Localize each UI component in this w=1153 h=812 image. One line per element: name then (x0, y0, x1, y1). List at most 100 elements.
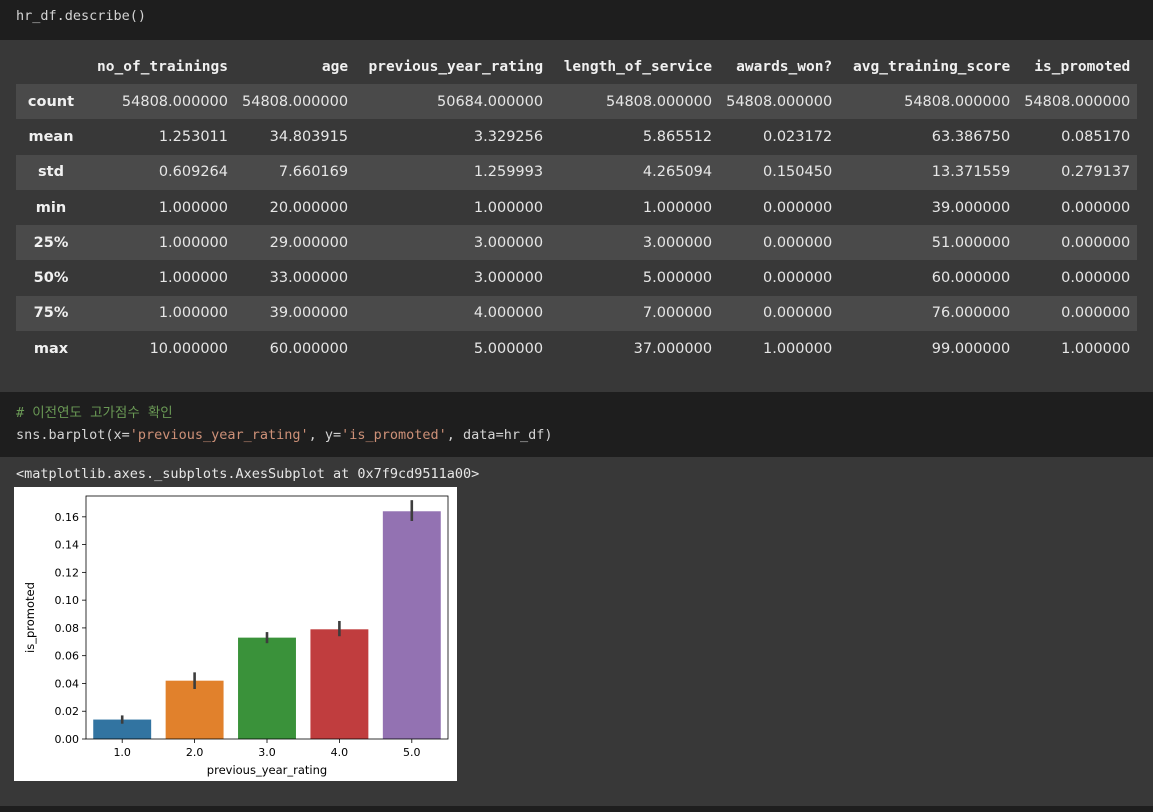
x-axis-label: previous_year_rating (207, 763, 327, 777)
table-row: 50% 1.000000 33.000000 3.000000 5.000000 0.00… (16, 260, 1138, 296)
y-tick-label: 0.08 (55, 622, 80, 635)
row-label: 50% (33, 270, 69, 287)
table-cell: 54808.000000 (726, 93, 833, 110)
y-tick-label: 0.12 (55, 566, 80, 579)
barplot-svg: 1.0 2.0 3.0 4.0 5.0 0.00 0.02 0.04 0.06 0.08 0.10 0… (23, 495, 449, 777)
code-line: hr_df.describe() (16, 8, 147, 24)
y-tick-label: 0.10 (55, 594, 80, 607)
table-cell: 0.000000 (763, 305, 833, 322)
table-cell: 1.000000 (642, 199, 713, 216)
table-cell: 1.253011 (158, 128, 228, 145)
y-tick-label: 0.02 (55, 705, 80, 718)
x-tick-label: 5.0 (403, 746, 421, 759)
bar (93, 719, 152, 739)
bar (310, 629, 369, 739)
table-cell: 63.386750 (931, 128, 1011, 145)
table-cell: 0.023172 (763, 128, 833, 145)
code-cell-describe[interactable]: hr_df.describe() (0, 0, 1153, 40)
table-row: max 10.000000 60.000000 5.000000 37.000000 1.… (16, 331, 1138, 367)
code-comment: # 이전연도 고가점수 확인 (16, 405, 173, 421)
table-cell: 0.000000 (763, 234, 833, 251)
code-cell-barplot[interactable]: # 이전연도 고가점수 확인 sns.barplot(x='previous_y… (0, 392, 1153, 457)
y-tick-label: 0.04 (55, 677, 80, 690)
table-cell: 0.000000 (1061, 234, 1131, 251)
table-row: std 0.609264 7.660169 1.259993 4.265094 0.150… (16, 154, 1138, 190)
table-cell: 5.865512 (642, 128, 713, 145)
cell-divider (0, 806, 1153, 812)
corner-cell (16, 49, 86, 84)
row-label: 75% (33, 305, 69, 322)
x-tick-label: 2.0 (186, 746, 204, 759)
table-cell: 0.000000 (763, 199, 833, 216)
code-token: , y= (308, 427, 342, 443)
bar (238, 637, 296, 739)
table-row: 25% 1.000000 29.000000 3.000000 3.000000 0.00… (16, 225, 1138, 261)
table-cell: 13.371559 (931, 164, 1011, 181)
table-cell: 0.000000 (1061, 305, 1131, 322)
describe-table: no_of_trainings age previous_year_rating… (16, 49, 1138, 367)
describe-output (0, 40, 1153, 392)
table-cell: 39.000000 (269, 305, 349, 322)
table-cell: 1.000000 (158, 270, 228, 287)
table-cell: 7.000000 (642, 305, 713, 322)
table-cell: 60.000000 (269, 340, 349, 357)
table-cell: 3.000000 (473, 270, 544, 287)
output-repr: <matplotlib.axes._subplots.AxesSubplot a… (16, 466, 480, 482)
column-header: awards_won? (719, 49, 840, 84)
table-cell: 37.000000 (633, 340, 713, 357)
table-cell: 1.000000 (763, 340, 833, 357)
table-cell: 0.279137 (1061, 164, 1131, 181)
code-token: , data=hr_df) (446, 427, 553, 443)
table-cell: 51.000000 (931, 234, 1011, 251)
table-cell: 0.000000 (763, 270, 833, 287)
row-label: 25% (33, 234, 69, 251)
column-header: age (235, 49, 356, 84)
x-tick-label: 1.0 (113, 746, 131, 759)
table-cell: 54808.000000 (904, 93, 1011, 110)
code-line: sns.barplot(x='previous_year_rating', y=… (16, 424, 1153, 446)
row-label: mean (28, 128, 74, 145)
table-row: min 1.000000 20.000000 1.000000 1.000000 0.00… (16, 189, 1138, 226)
table-cell: 34.803915 (269, 128, 349, 145)
table-row: 75% 1.000000 39.000000 4.000000 7.000000 0.00… (16, 295, 1138, 332)
table-cell: 5.000000 (642, 270, 713, 287)
column-header: no_of_trainings (86, 49, 235, 84)
table-cell: 39.000000 (931, 199, 1011, 216)
table-header-row: no_of_trainings age previous_year_rating… (16, 49, 1138, 84)
table-cell: 1.000000 (158, 234, 228, 251)
column-header: previous_year_rating (355, 49, 551, 84)
table-cell: 20.000000 (269, 199, 349, 216)
x-tick-label: 4.0 (331, 746, 349, 759)
table-cell: 3.000000 (642, 234, 713, 251)
table-cell: 50684.000000 (437, 93, 544, 110)
table-cell: 5.000000 (473, 340, 544, 357)
table-cell: 0.085170 (1061, 128, 1131, 145)
y-tick-label: 0.06 (55, 650, 80, 663)
table-cell: 1.000000 (473, 199, 544, 216)
table-cell: 0.000000 (1061, 199, 1131, 216)
table-cell: 1.259993 (473, 164, 544, 181)
table-cell: 54808.000000 (606, 93, 713, 110)
table-cell: 4.000000 (473, 305, 544, 322)
bar (165, 680, 224, 739)
table-cell: 3.329256 (473, 128, 544, 145)
table-cell: 7.660169 (278, 164, 349, 181)
table-cell: 33.000000 (269, 270, 349, 287)
bar (382, 511, 441, 739)
y-axis-label: is_promoted (23, 582, 37, 653)
table-cell: 0.150450 (763, 164, 833, 181)
row-label: count (27, 93, 75, 110)
column-header: length_of_service (550, 49, 720, 84)
column-header: avg_training_score (839, 49, 1018, 84)
table-cell: 10.000000 (149, 340, 228, 357)
table-cell: 99.000000 (931, 340, 1011, 357)
y-tick-label: 0.00 (55, 733, 80, 746)
table-cell: 54808.000000 (242, 93, 349, 110)
table-cell: 1.000000 (158, 199, 228, 216)
row-label: min (35, 199, 67, 216)
row-label: max (33, 340, 69, 357)
y-tick-label: 0.14 (55, 539, 80, 552)
table-cell: 54808.000000 (121, 93, 228, 110)
table-cell: 4.265094 (642, 164, 713, 181)
